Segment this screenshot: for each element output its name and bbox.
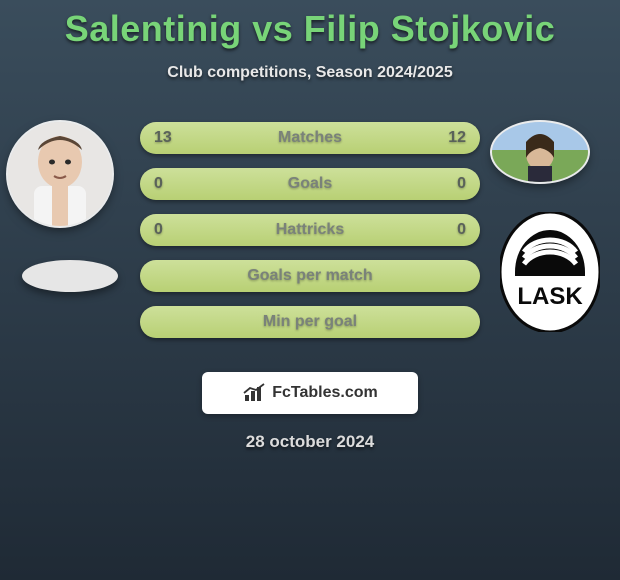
stat-left-value: 13: [154, 129, 178, 147]
subtitle: Club competitions, Season 2024/2025: [0, 64, 620, 82]
stat-row-goals-per-match: Goals per match: [140, 260, 480, 292]
stat-right-value: 0: [442, 221, 466, 239]
stat-left-value: 0: [154, 175, 178, 193]
stat-left-value: 0: [154, 221, 178, 239]
stat-label: Min per goal: [178, 313, 442, 331]
chart-icon: [242, 383, 266, 403]
club-right-badge: LASK: [500, 212, 600, 332]
stat-row-min-per-goal: Min per goal: [140, 306, 480, 338]
club-left-badge: [22, 260, 118, 292]
player-left-avatar: [8, 122, 112, 226]
stat-row-matches: 13 Matches 12: [140, 122, 480, 154]
stats-list: 13 Matches 12 0 Goals 0 0 Hattricks 0 Go…: [140, 122, 480, 352]
stat-right-value: 0: [442, 175, 466, 193]
date-text: 28 october 2024: [0, 432, 620, 452]
watermark: FcTables.com: [202, 372, 418, 414]
stat-label: Goals per match: [178, 267, 442, 285]
stat-right-value: 12: [442, 129, 466, 147]
comparison-panel: LASK 13 Matches 12 0 Goals 0 0 Hattricks…: [0, 112, 620, 372]
stat-label: Goals: [178, 175, 442, 193]
player-right-avatar: [492, 122, 588, 182]
stat-label: Hattricks: [178, 221, 442, 239]
club-right-label: LASK: [517, 283, 583, 310]
page-title: Salentinig vs Filip Stojkovic: [0, 0, 620, 50]
stat-row-hattricks: 0 Hattricks 0: [140, 214, 480, 246]
stat-row-goals: 0 Goals 0: [140, 168, 480, 200]
watermark-text: FcTables.com: [272, 384, 378, 402]
stat-label: Matches: [178, 129, 442, 147]
